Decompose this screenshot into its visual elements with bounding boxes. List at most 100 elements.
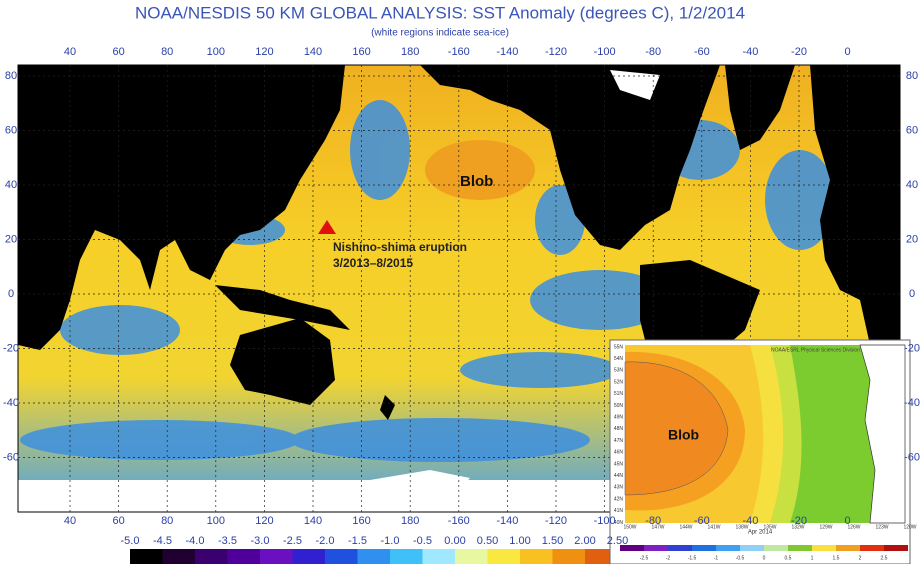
inset-colorbar-swatch bbox=[740, 545, 764, 551]
lat-label-left: -20 bbox=[3, 342, 19, 354]
colorbar-label: -3.5 bbox=[218, 535, 237, 547]
lon-label-top: 140 bbox=[304, 46, 322, 58]
inset-lat-label: 48N bbox=[614, 426, 624, 432]
lon-label-top: -160 bbox=[448, 46, 470, 58]
lon-label-top: 60 bbox=[112, 46, 124, 58]
colorbar-swatch bbox=[520, 549, 553, 564]
inset-colorbar-swatch bbox=[788, 545, 812, 551]
inset-colorbar-swatch bbox=[668, 545, 692, 551]
inset-colorbar-label: 1.5 bbox=[833, 555, 840, 561]
inset-lat-label: 52N bbox=[614, 379, 624, 385]
inset-colorbar-swatch bbox=[836, 545, 860, 551]
lon-label-bottom: 100 bbox=[207, 515, 225, 527]
colorbar-label: 1.00 bbox=[509, 535, 530, 547]
inset-credit: NOAA/ESRL Physical Sciences Division bbox=[771, 347, 860, 353]
colorbar-label: 1.50 bbox=[542, 535, 563, 547]
lat-label-right: 40 bbox=[906, 179, 918, 191]
warm-blob bbox=[425, 140, 535, 200]
inset-colorbar-swatch bbox=[764, 545, 788, 551]
inset-colorbar-label: -1 bbox=[714, 555, 719, 561]
lat-label-right: 60 bbox=[906, 124, 918, 136]
inset-lon-label: 123W bbox=[875, 524, 888, 530]
inset-land bbox=[859, 344, 906, 524]
inset-lat-label: 55N bbox=[614, 344, 624, 350]
inset-lat-label: 41N bbox=[614, 508, 624, 514]
lat-label-right: -20 bbox=[904, 342, 920, 354]
inset-lat-label: 51N bbox=[614, 391, 624, 397]
inset-lat-label: 53N bbox=[614, 368, 624, 374]
lon-label-bottom: 140 bbox=[304, 515, 322, 527]
lat-label-left: 0 bbox=[8, 288, 14, 300]
colorbar-swatch bbox=[130, 549, 163, 564]
colorbar-swatch bbox=[487, 549, 520, 564]
lon-label-bottom: -20 bbox=[791, 515, 807, 527]
inset-colorbar-swatch bbox=[644, 545, 668, 551]
colorbar bbox=[130, 549, 650, 564]
colorbar-swatch bbox=[357, 549, 390, 564]
lon-label-top: -120 bbox=[545, 46, 567, 58]
lon-label-top: 180 bbox=[401, 46, 419, 58]
inset-blob-label: Blob bbox=[668, 427, 699, 443]
colorbar-label: -2.0 bbox=[316, 535, 335, 547]
lon-label-top: -100 bbox=[594, 46, 616, 58]
colorbar-label: -1.0 bbox=[381, 535, 400, 547]
lat-label-right: -40 bbox=[904, 397, 920, 409]
inset-colorbar-label: -2.5 bbox=[640, 555, 649, 561]
lat-label-left: 40 bbox=[5, 179, 17, 191]
inset-colorbar-label: -2 bbox=[666, 555, 671, 561]
inset-lon-label: 141W bbox=[707, 524, 720, 530]
lon-label-top: -80 bbox=[645, 46, 661, 58]
lon-label-bottom: -160 bbox=[448, 515, 470, 527]
inset-colorbar-swatch bbox=[812, 545, 836, 551]
colorbar-label: 0.50 bbox=[477, 535, 498, 547]
inset-lat-label: 40N bbox=[614, 520, 624, 526]
colorbar-swatch bbox=[455, 549, 488, 564]
lon-label-top: -20 bbox=[791, 46, 807, 58]
contour bbox=[624, 361, 729, 496]
inset-colorbar-label: 0.5 bbox=[785, 555, 792, 561]
eruption-dates: 3/2013–8/2015 bbox=[333, 256, 413, 270]
inset-colorbar-label: -1.5 bbox=[688, 555, 697, 561]
inset-colorbar-swatch bbox=[860, 545, 884, 551]
lon-label-top: 0 bbox=[845, 46, 851, 58]
map bbox=[17, 64, 901, 513]
lon-label-top: -40 bbox=[742, 46, 758, 58]
inset-lat-label: 49N bbox=[614, 415, 624, 421]
eruption-marker bbox=[318, 220, 336, 234]
lat-label-right: 20 bbox=[906, 233, 918, 245]
lat-label-right: 0 bbox=[909, 288, 915, 300]
inset-lon-label: 144W bbox=[679, 524, 692, 530]
lon-label-top: -140 bbox=[496, 46, 518, 58]
inset-lon-label: 150W bbox=[623, 524, 636, 530]
inset-lat-label: 46N bbox=[614, 450, 624, 456]
colorbar-label: -4.0 bbox=[186, 535, 205, 547]
lat-label-right: -60 bbox=[904, 451, 920, 463]
colorbar-swatch bbox=[260, 549, 293, 564]
lon-label-top: 100 bbox=[207, 46, 225, 58]
colorbar-swatch bbox=[390, 549, 423, 564]
colorbar-label: -4.5 bbox=[153, 535, 172, 547]
colorbar-swatch bbox=[162, 549, 195, 564]
inset-axes: 55N 54N 53N 52N 51N 50N 49N 48N 47N 46N 45N 44N 43N 4… bbox=[614, 344, 917, 561]
inset-colorbar-label: 0 bbox=[763, 555, 766, 561]
lon-label-top: 160 bbox=[352, 46, 370, 58]
lon-label-bottom: 120 bbox=[255, 515, 273, 527]
lon-label-top: -60 bbox=[694, 46, 710, 58]
lat-label-left: 60 bbox=[5, 124, 17, 136]
lon-label-top: 40 bbox=[64, 46, 76, 58]
inset-lat-label: 44N bbox=[614, 473, 624, 479]
lat-label-left: -60 bbox=[3, 451, 19, 463]
lon-label-bottom: -140 bbox=[496, 515, 518, 527]
colorbar-label: 2.50 bbox=[607, 535, 628, 547]
subtitle: (white regions indicate sea-ice) bbox=[371, 28, 509, 39]
lat-label-right: 80 bbox=[906, 70, 918, 82]
blob-label: Blob bbox=[460, 173, 493, 190]
colorbar-label: -0.5 bbox=[413, 535, 432, 547]
inset-lat-label: 42N bbox=[614, 496, 624, 502]
title: NOAA/NESDIS 50 KM GLOBAL ANALYSIS: SST A… bbox=[135, 3, 745, 22]
colorbar-label: -3.0 bbox=[251, 535, 270, 547]
colorbar-label: 2.00 bbox=[574, 535, 595, 547]
inset-lon-label: 138W bbox=[735, 524, 748, 530]
inset: Blob NOAA/ESRL Physical Sciences Divisio… bbox=[609, 339, 917, 565]
